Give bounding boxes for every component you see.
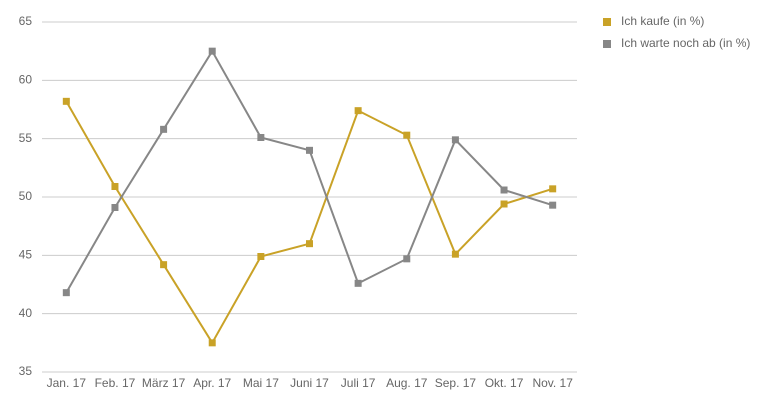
data-point: [208, 47, 216, 55]
data-point: [111, 183, 119, 190]
data-point: [160, 125, 168, 133]
x-tick-label: Okt. 17: [485, 376, 524, 390]
x-tick-label: Feb. 17: [95, 376, 136, 390]
data-point: [500, 200, 508, 208]
y-tick-label: 55: [19, 131, 33, 145]
y-tick-label: 35: [19, 364, 33, 378]
data-point: [257, 134, 265, 141]
y-tick-label: 40: [19, 306, 33, 320]
data-point: [354, 107, 362, 115]
data-point: [257, 253, 265, 260]
data-point: [306, 146, 313, 154]
x-tick-label: Aug. 17: [386, 376, 428, 390]
data-point: [306, 240, 313, 248]
data-point: [208, 339, 216, 347]
data-point: [549, 185, 557, 193]
data-point: [403, 131, 411, 139]
x-tick-label: Mai 17: [243, 376, 279, 390]
x-tick-label: Juli 17: [341, 376, 376, 390]
series-line: [65, 100, 553, 345]
y-tick-label: 50: [19, 189, 33, 203]
x-tick-label: Sep. 17: [435, 376, 477, 390]
series-line: [65, 49, 553, 294]
data-point: [500, 186, 508, 194]
y-tick-label: 45: [19, 248, 33, 262]
data-point: [111, 204, 119, 211]
y-tick-label: 60: [19, 73, 33, 87]
legend-label: Ich warte noch ab (in %): [621, 36, 750, 50]
data-point: [62, 97, 70, 105]
x-tick-label: März 17: [142, 376, 186, 390]
data-point: [403, 255, 411, 263]
data-point: [549, 201, 557, 209]
data-point: [62, 289, 70, 297]
y-tick-label: 65: [19, 14, 33, 28]
data-point: [451, 136, 459, 144]
data-point: [160, 261, 168, 269]
x-tick-label: Nov. 17: [532, 376, 573, 390]
legend-swatch: [603, 18, 611, 26]
legend-label: Ich kaufe (in %): [621, 14, 704, 28]
x-tick-label: Juni 17: [290, 376, 329, 390]
x-tick-label: Jan. 17: [47, 376, 87, 390]
data-point: [354, 279, 362, 287]
x-tick-label: Apr. 17: [193, 376, 231, 390]
legend-swatch: [603, 40, 611, 48]
data-point: [451, 250, 459, 258]
